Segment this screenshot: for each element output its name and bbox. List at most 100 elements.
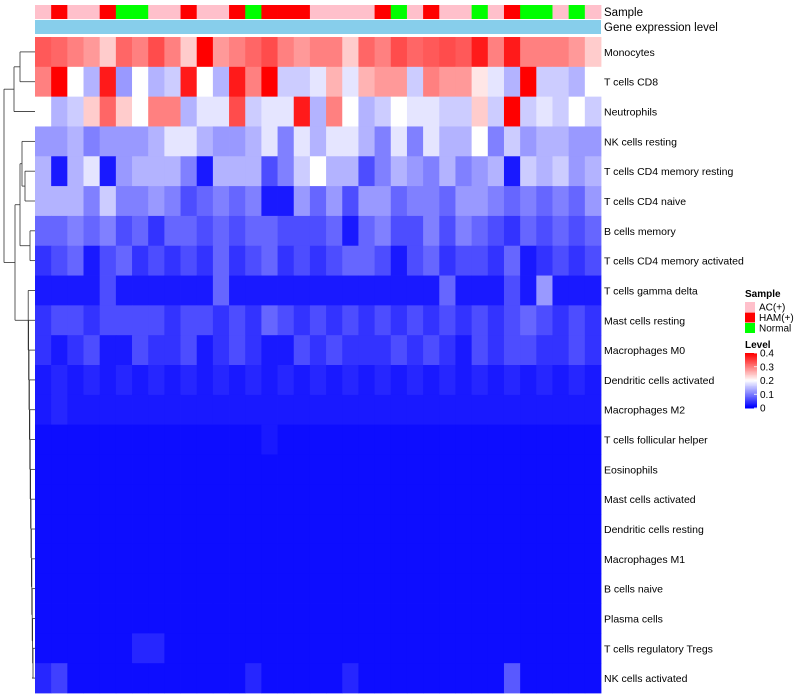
heatmap-cell bbox=[35, 156, 52, 187]
heatmap-cell bbox=[390, 663, 408, 694]
heatmap-cell bbox=[229, 603, 246, 634]
heatmap-cell bbox=[212, 305, 230, 336]
heatmap-cell bbox=[83, 335, 101, 366]
heatmap-cell bbox=[487, 394, 505, 426]
sample-annotation-cell bbox=[584, 5, 602, 19]
heatmap-cell bbox=[342, 603, 359, 634]
heatmap-cell bbox=[229, 514, 246, 545]
heatmap-cell bbox=[196, 603, 214, 634]
sample-annotation-cell bbox=[471, 5, 489, 19]
heatmap-cell bbox=[99, 484, 117, 515]
sample-annotation-cell bbox=[503, 5, 521, 19]
heatmap-cell bbox=[261, 305, 278, 336]
level-legend-gradient-step bbox=[745, 364, 757, 366]
heatmap-cell bbox=[35, 633, 52, 664]
heatmap-cell bbox=[277, 37, 295, 68]
heatmap-cell bbox=[568, 215, 586, 247]
heatmap-cell bbox=[503, 603, 521, 634]
heatmap-cell bbox=[277, 603, 295, 634]
heatmap-cell bbox=[423, 365, 440, 396]
heatmap-cell bbox=[584, 394, 602, 426]
heatmap-cell bbox=[35, 603, 52, 634]
heatmap-cell bbox=[115, 245, 133, 276]
heatmap-cell bbox=[67, 394, 84, 426]
heatmap-cell bbox=[229, 424, 246, 455]
heatmap-cell bbox=[148, 186, 165, 217]
heatmap-cell bbox=[390, 335, 408, 366]
heatmap-cell bbox=[568, 603, 586, 634]
heatmap-cell bbox=[67, 573, 84, 604]
heatmap-cell bbox=[309, 543, 327, 575]
heatmap-cell bbox=[503, 305, 521, 336]
heatmap-cell bbox=[35, 573, 52, 604]
heatmap-cell bbox=[164, 186, 181, 217]
heatmap-cell bbox=[115, 484, 133, 515]
heatmap-cell bbox=[245, 245, 262, 276]
heatmap-cell bbox=[374, 335, 392, 366]
heatmap-cell bbox=[439, 96, 456, 127]
sample-annotation-cell bbox=[164, 5, 181, 19]
heatmap-cell bbox=[180, 603, 198, 634]
heatmap-cell bbox=[180, 37, 198, 68]
heatmap-cell bbox=[196, 365, 214, 396]
heatmap-cell bbox=[439, 186, 456, 217]
heatmap-cell bbox=[487, 126, 505, 157]
heatmap-cell bbox=[568, 245, 586, 276]
heatmap-cell bbox=[503, 186, 521, 217]
heatmap-cell bbox=[374, 484, 392, 515]
heatmap-cell bbox=[520, 365, 537, 396]
heatmap-cell bbox=[229, 335, 246, 366]
heatmap-cell bbox=[99, 573, 117, 604]
level-legend-gradient-step bbox=[745, 386, 757, 388]
heatmap-cell bbox=[67, 96, 84, 127]
heatmap-cell bbox=[51, 156, 68, 187]
heatmap-cell bbox=[309, 96, 327, 127]
heatmap-cell bbox=[261, 543, 278, 575]
level-legend-gradient-step bbox=[745, 395, 757, 398]
heatmap-cell bbox=[164, 215, 181, 247]
heatmap-cell bbox=[51, 424, 68, 455]
sample-annotation-cell bbox=[245, 5, 262, 19]
heatmap-cell bbox=[229, 126, 246, 157]
heatmap-cell bbox=[487, 275, 505, 306]
heatmap-cell bbox=[99, 305, 117, 336]
heatmap-cell bbox=[164, 126, 181, 157]
heatmap-cell bbox=[35, 424, 52, 455]
heatmap-cell bbox=[83, 37, 101, 68]
heatmap-cell bbox=[568, 365, 586, 396]
heatmap-cell bbox=[520, 156, 537, 187]
heatmap-cell bbox=[309, 633, 327, 664]
heatmap-cell bbox=[584, 335, 602, 366]
level-legend-gradient-step bbox=[745, 388, 757, 391]
heatmap-cell bbox=[406, 245, 424, 276]
heatmap-cell bbox=[455, 37, 473, 68]
heatmap-cell bbox=[326, 365, 343, 396]
heatmap-cell bbox=[148, 573, 165, 604]
heatmap-cell bbox=[471, 186, 489, 217]
sample-annotation-cell bbox=[326, 5, 343, 19]
heatmap-cell bbox=[326, 663, 343, 694]
heatmap-cell bbox=[35, 514, 52, 545]
heatmap-cell bbox=[326, 573, 343, 604]
heatmap-cell bbox=[35, 454, 52, 485]
sample-annotation-bar bbox=[35, 5, 602, 19]
heatmap-cell bbox=[471, 335, 489, 366]
heatmap-cell bbox=[245, 663, 262, 694]
heatmap-cell bbox=[374, 365, 392, 396]
heatmap-cell bbox=[487, 573, 505, 604]
heatmap-cell bbox=[35, 245, 52, 276]
heatmap-cell bbox=[115, 275, 133, 306]
heatmap-cell bbox=[423, 335, 440, 366]
row-label: Macrophages M0 bbox=[604, 345, 685, 357]
heatmap-cell bbox=[358, 663, 375, 694]
heatmap-cell bbox=[358, 275, 375, 306]
heatmap-cell bbox=[552, 603, 570, 634]
heatmap-cell bbox=[536, 96, 553, 127]
heatmap-cell bbox=[67, 245, 84, 276]
heatmap-cell bbox=[487, 424, 505, 455]
heatmap-cell bbox=[568, 37, 586, 68]
heatmap-cell bbox=[51, 66, 68, 98]
heatmap-cell bbox=[212, 603, 230, 634]
sample-annotation-cell bbox=[229, 5, 246, 19]
heatmap-cell bbox=[229, 305, 246, 336]
